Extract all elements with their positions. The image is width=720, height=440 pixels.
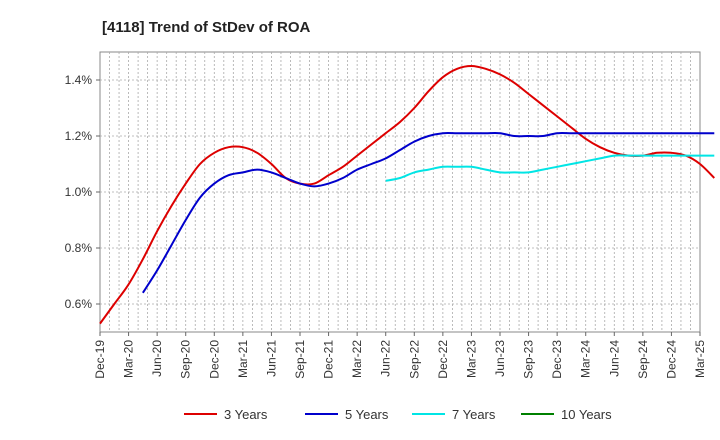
y-tick-label: 1.2% — [65, 129, 93, 143]
x-tick-label: Dec-21 — [322, 340, 336, 379]
legend-label-5-years: 5 Years — [345, 407, 389, 422]
series-line-3-years — [99, 65, 715, 325]
x-tick-label: Sep-24 — [636, 340, 650, 379]
series-lines — [99, 65, 715, 325]
legend-label-3-years: 3 Years — [224, 407, 268, 422]
x-tick-label: Mar-23 — [464, 340, 478, 378]
series-line-5-years — [142, 131, 715, 294]
x-tick-label: Mar-20 — [122, 340, 136, 378]
x-tick-label: Sep-23 — [522, 340, 536, 379]
legend-label-10-years: 10 Years — [561, 407, 612, 422]
x-tick-label: Sep-21 — [293, 340, 307, 379]
x-tick-label: Jun-20 — [150, 340, 164, 377]
x-tick-label: Dec-24 — [664, 340, 678, 379]
series-line-7-years — [385, 154, 715, 182]
x-tick-label: Jun-22 — [379, 340, 393, 377]
x-tick-label: Dec-23 — [550, 340, 564, 379]
y-tick-label: 0.6% — [65, 297, 93, 311]
x-tick-label: Dec-19 — [93, 340, 107, 379]
legend: 3 Years 5 Years 7 Years 10 Years — [184, 407, 612, 422]
x-tick-label: Mar-21 — [236, 340, 250, 378]
x-tick-label: Jun-24 — [607, 340, 621, 377]
y-axis-ticks: 0.6% 0.8% 1.0% 1.2% 1.4% — [65, 73, 100, 311]
x-tick-label: Jun-23 — [493, 340, 507, 377]
chart-title: [4118] Trend of StDev of ROA — [102, 19, 311, 36]
y-tick-label: 0.8% — [65, 241, 93, 255]
legend-label-7-years: 7 Years — [452, 407, 496, 422]
y-tick-label: 1.0% — [65, 185, 93, 199]
x-axis-ticks: Dec-19 Mar-20 Jun-20 Sep-20 Dec-20 Mar-21 Jun-… — [93, 332, 707, 379]
x-tick-label: Dec-22 — [436, 340, 450, 379]
x-tick-label: Dec-20 — [207, 340, 221, 379]
x-tick-label: Sep-20 — [179, 340, 193, 379]
x-tick-label: Mar-22 — [350, 340, 364, 378]
x-tick-label: Mar-25 — [693, 340, 707, 378]
y-tick-label: 1.4% — [65, 73, 93, 87]
x-tick-label: Sep-22 — [407, 340, 421, 379]
x-tick-label: Mar-24 — [579, 340, 593, 378]
x-tick-label: Jun-21 — [264, 340, 278, 377]
